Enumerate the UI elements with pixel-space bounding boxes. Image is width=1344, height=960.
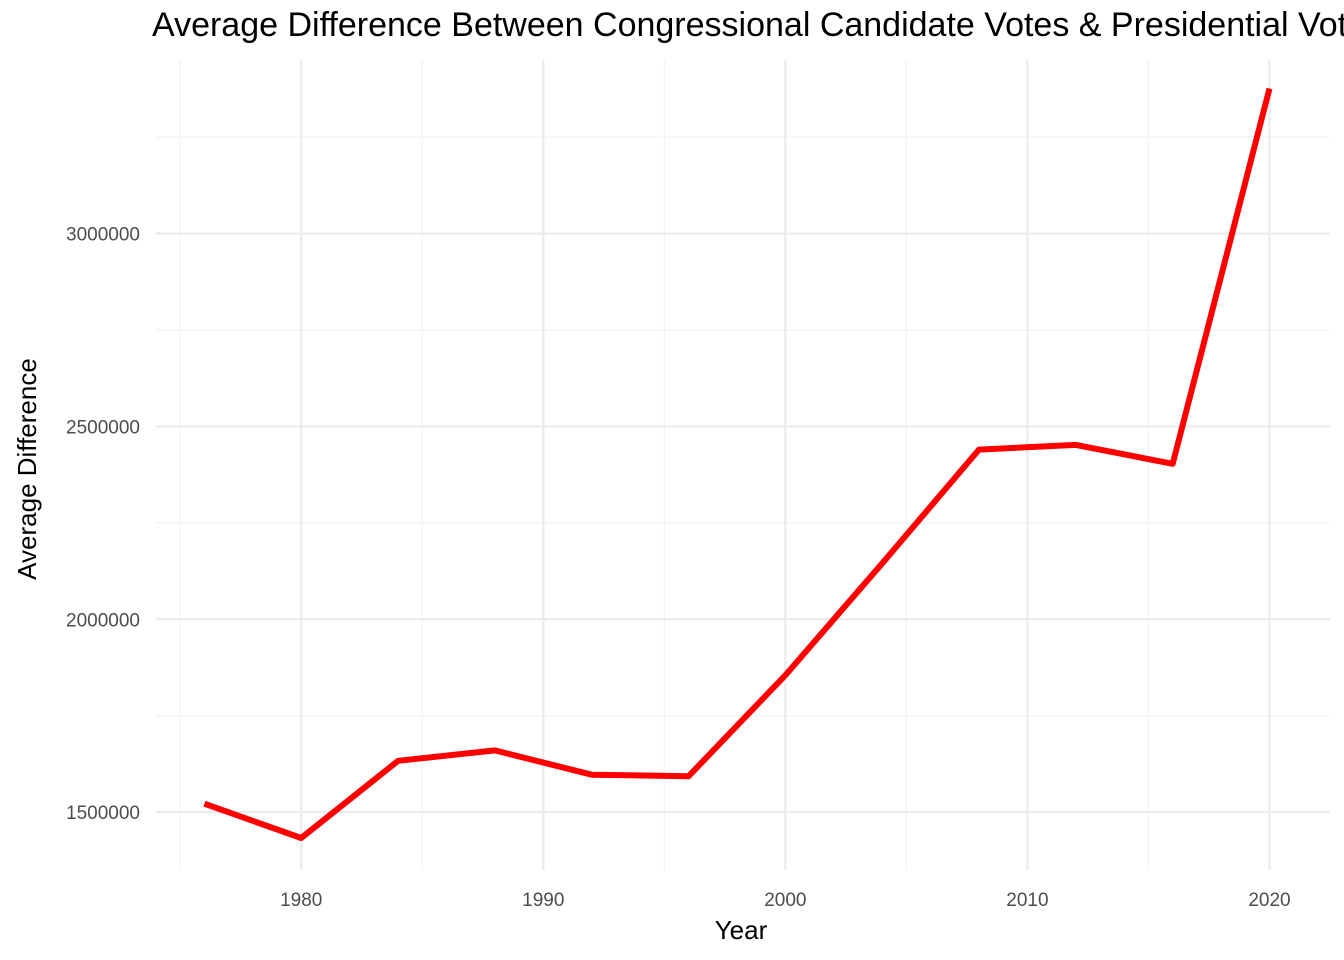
x-axis-title: Year [715,915,768,945]
x-tick-label: 2020 [1248,890,1290,911]
y-tick-label: 3000000 [66,225,140,246]
series-layer [203,87,1273,841]
x-tick-label: 2000 [764,890,806,911]
chart-title: Average Difference Between Congressional… [152,6,1344,44]
y-axis-ticks: 1500000 2000000 2500000 3000000 [66,225,140,825]
y-tick-label: 2500000 [66,417,140,438]
x-axis-ticks: 1980 1990 2000 2010 2020 [280,890,1291,911]
x-tick-label: 1990 [522,890,564,911]
x-tick-label: 2010 [1006,890,1048,911]
major-gridlines [156,60,1330,870]
y-tick-label: 1500000 [66,803,140,824]
y-tick-label: 2000000 [66,610,140,631]
y-axis-title: Average Difference [12,358,42,580]
x-tick-label: 1980 [280,890,322,911]
minor-gridlines [156,60,1330,870]
series-line [203,87,1273,841]
